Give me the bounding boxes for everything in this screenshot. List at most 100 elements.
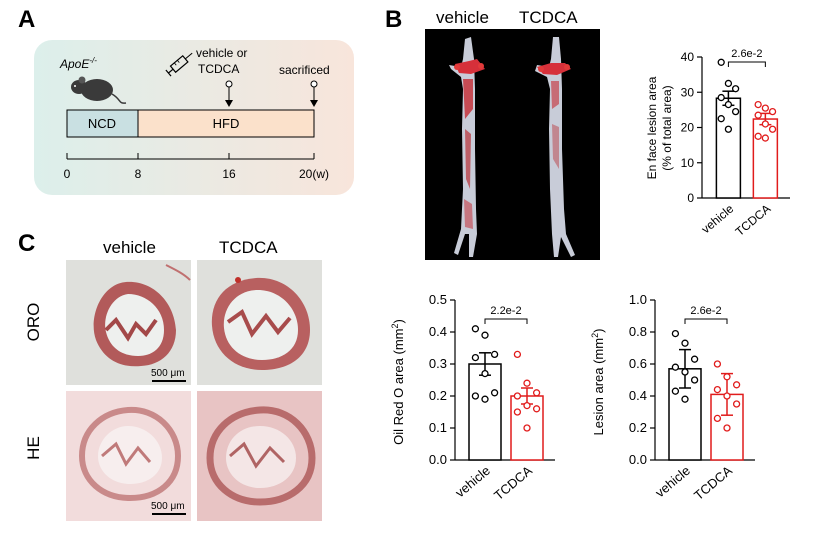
en-face-data-point [717, 58, 725, 66]
oro-data-point [481, 369, 489, 378]
en-face-lesion-chart: En face lesion area (% of total area) 0 … [645, 48, 790, 239]
he-vehicle-image [66, 391, 191, 521]
oro-data-point [490, 350, 499, 359]
mouse-genotype: ApoE-/- [59, 56, 97, 71]
oro-ytick: 0.5 [429, 292, 447, 307]
mouse-icon [71, 76, 127, 104]
en-face-category-tcdca: TCDCA [733, 202, 774, 239]
en-face-ylabel-line1: En face lesion area [645, 76, 659, 179]
panel-label-c: C [18, 230, 36, 257]
lesion-data-point [723, 373, 731, 381]
scale-bar-label-oro: 500 μm [151, 368, 185, 379]
oro-data-point [532, 405, 541, 413]
ncd-label: NCD [88, 116, 116, 131]
oro-data-point [471, 325, 480, 333]
lesion-data-point [671, 329, 680, 338]
en-face-ytick: 30 [681, 85, 695, 99]
oro-data-point [490, 389, 499, 397]
en-face-data-point [768, 125, 777, 133]
en-face-ytick: 20 [681, 121, 695, 135]
oro-ylabel: Oil Red O area (mm2) [390, 319, 406, 445]
timeline-tick-0: 0 [64, 167, 71, 181]
en-face-ytick: 0 [687, 191, 694, 205]
oro-data-point [481, 395, 489, 403]
en-face-data-point [717, 93, 725, 102]
syringe-icon [165, 52, 193, 77]
oro-vehicle-image [66, 260, 191, 385]
lesion-pvalue: 2.6e-2 [690, 305, 721, 317]
histology-title-vehicle: vehicle [103, 238, 156, 257]
en-face-category-vehicle: vehicle [699, 201, 737, 236]
oro-ytick: 0.4 [429, 324, 447, 339]
oro-data-point [513, 350, 522, 359]
study-design-diagram: ApoE-/- vehicle or TCDCA sacrificed NCD … [34, 40, 354, 195]
lesion-data-point [713, 360, 722, 368]
he-tcdca-image [197, 391, 322, 521]
panel-label-a: A [18, 6, 36, 33]
lesion-sig-bracket [684, 318, 728, 324]
en-face-aorta-photo [425, 29, 600, 260]
oro-data-point [523, 379, 531, 387]
treatment-marker [225, 80, 233, 107]
en-face-ytick: 40 [681, 50, 695, 64]
lesion-data-point [690, 355, 699, 363]
lesion-data-point [723, 424, 731, 432]
lesion-ytick: 0.2 [629, 420, 647, 435]
en-face-sig-bracket [727, 61, 766, 67]
histology-grid [66, 260, 322, 521]
lesion-ytick: 0.0 [629, 452, 647, 467]
lesion-data-point [732, 381, 741, 389]
row-label-he: HE [24, 436, 43, 460]
en-face-data-point [754, 100, 762, 109]
lesion-area-chart: Lesion area (mm2) 0.0 0.2 0.4 0.6 0.8 1.… [590, 292, 755, 503]
oro-tcdca-image [197, 260, 322, 385]
oro-bar-vehicle [468, 363, 502, 461]
lesion-data-point [681, 395, 689, 403]
timeline-tick-20: 20(w) [299, 167, 329, 181]
oro-category-vehicle: vehicle [452, 463, 493, 501]
en-face-data-point [754, 111, 762, 119]
en-face-data-point [768, 107, 777, 116]
photo-title-vehicle: vehicle [436, 8, 489, 27]
lesion-data-point [732, 400, 741, 408]
sacrifice-label: sacrificed [279, 63, 330, 77]
oro-data-point [523, 424, 531, 432]
oro-ytick: 0.0 [429, 452, 447, 467]
ncd-bar [66, 109, 139, 138]
lesion-ytick: 0.6 [629, 356, 647, 371]
timeline-tick-16: 16 [222, 167, 236, 181]
oro-category-tcdca: TCDCA [491, 463, 535, 503]
lesion-ylabel: Lesion area (mm2) [590, 329, 606, 436]
oro-data-point [532, 389, 541, 397]
lesion-data-point [681, 368, 689, 376]
en-face-data-point [761, 120, 770, 128]
treatment-label-1: vehicle or [196, 46, 247, 60]
photo-title-tcdca: TCDCA [519, 8, 578, 27]
timeline-tick-8: 8 [135, 167, 142, 181]
en-face-data-point [761, 134, 770, 142]
hfd-bar [137, 109, 315, 138]
oro-ytick: 0.1 [429, 420, 447, 435]
panel-label-b: B [385, 6, 403, 33]
en-face-data-point [731, 85, 740, 93]
lesion-category-tcdca: TCDCA [691, 463, 735, 503]
en-face-data-point [724, 125, 733, 133]
scale-bar-label-he: 500 μm [151, 501, 185, 512]
oro-sig-bracket [484, 318, 528, 324]
en-face-data-point [724, 100, 733, 109]
oro-ytick: 0.2 [429, 388, 447, 403]
oro-area-chart: Oil Red O area (mm2) 0.0 0.1 0.2 0.3 0.4… [390, 292, 555, 503]
oro-data-point [471, 392, 480, 400]
lesion-data-point [681, 339, 689, 347]
en-face-ytick: 10 [681, 156, 695, 170]
oro-data-point [481, 331, 489, 339]
oro-data-point [513, 392, 522, 400]
row-label-oro: ORO [24, 302, 43, 342]
en-face-data-point [731, 107, 740, 116]
en-face-data-point [717, 115, 725, 123]
lesion-data-point [713, 414, 722, 423]
lesion-ytick: 0.8 [629, 324, 647, 339]
histology-title-tcdca: TCDCA [219, 238, 278, 257]
lesion-data-point [713, 385, 722, 394]
aorta-vehicle [449, 37, 485, 257]
